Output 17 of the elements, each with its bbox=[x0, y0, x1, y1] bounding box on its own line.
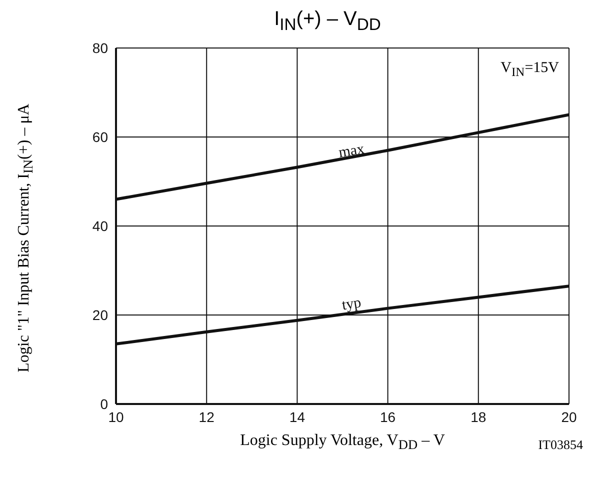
y-tick-label: 80 bbox=[92, 40, 108, 56]
x-tick-label: 14 bbox=[289, 408, 306, 425]
annotation: V$_{IN}$=15V bbox=[500, 60, 559, 79]
chart-title: I$_{IN}$(+) – V$_{DD}$ bbox=[274, 8, 381, 34]
x-tick-label: 10 bbox=[108, 408, 124, 425]
text: max bbox=[338, 141, 366, 162]
y-tick-label: 0 bbox=[100, 396, 108, 412]
text: typ bbox=[340, 294, 362, 314]
y-tick-label: 20 bbox=[92, 306, 108, 323]
text: IT03854 bbox=[538, 437, 583, 452]
x-axis-title: Logic Supply Voltage, V$_{DD}$ – V bbox=[240, 432, 445, 452]
y-tick-label: 40 bbox=[92, 218, 108, 234]
x-tick-label: 18 bbox=[470, 408, 486, 425]
x-tick-label: 16 bbox=[380, 408, 396, 425]
y-tick-label: 60 bbox=[92, 128, 108, 145]
x-tick-label: 20 bbox=[561, 408, 577, 425]
x-tick-label: 12 bbox=[198, 408, 215, 425]
